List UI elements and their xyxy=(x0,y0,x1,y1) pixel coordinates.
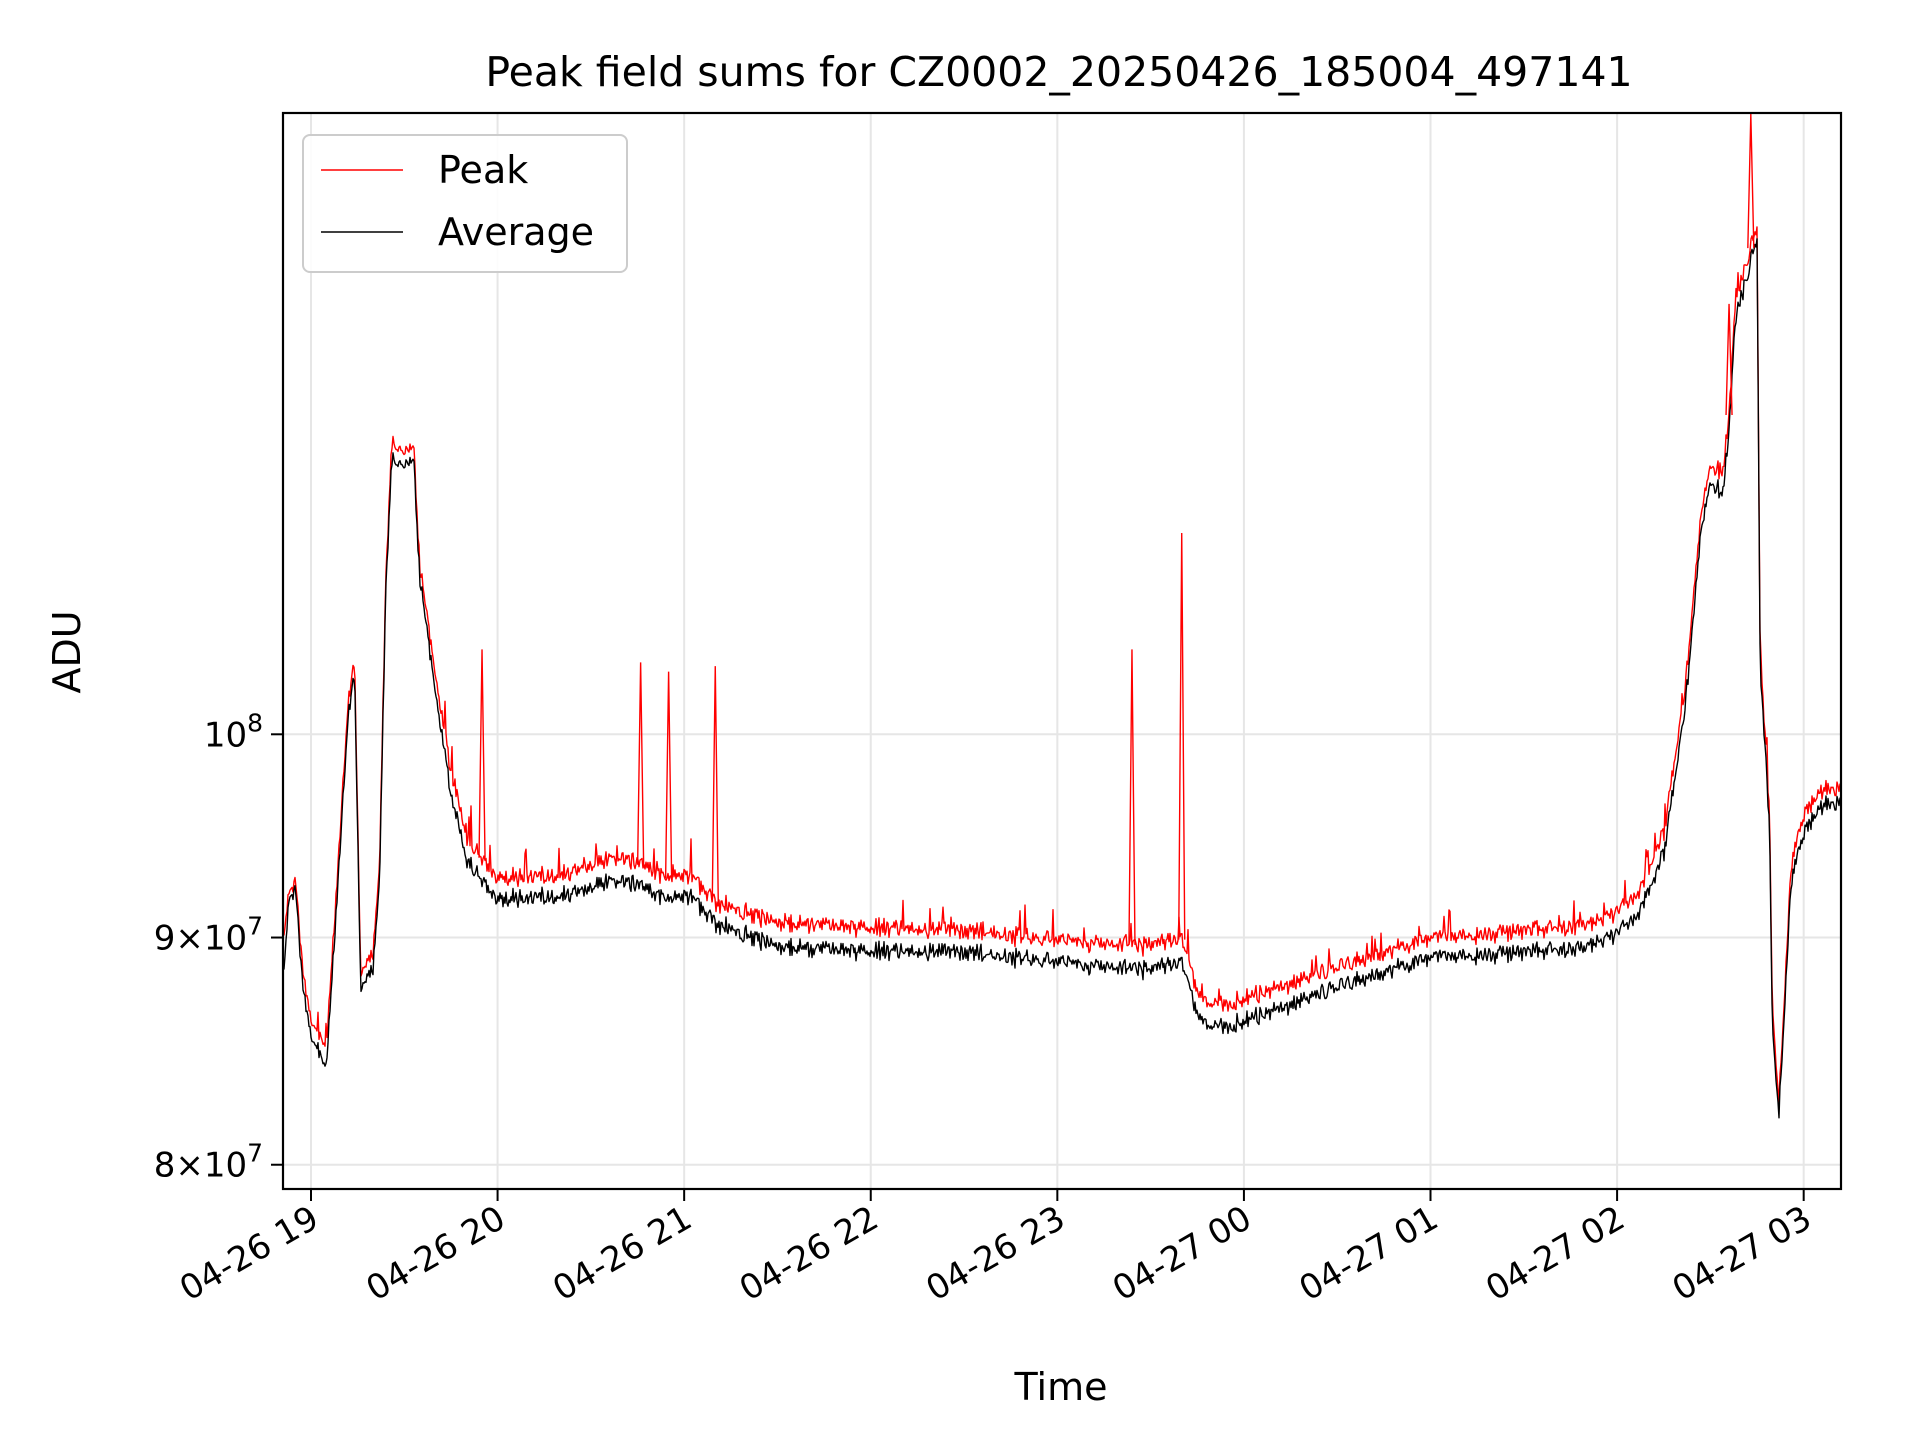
peak-spike xyxy=(1178,532,1186,940)
y-axis: 8×107 9×107 108 xyxy=(154,708,283,1186)
legend-label-peak: Peak xyxy=(438,148,528,192)
y-tick-label: 108 xyxy=(204,708,263,755)
peak-spike xyxy=(478,649,486,858)
x-axis-label: Time xyxy=(1014,1365,1108,1409)
legend-label-average: Average xyxy=(438,210,594,254)
axes-frame xyxy=(281,111,1843,1191)
peak-spike xyxy=(664,671,673,879)
peak-spike xyxy=(711,666,719,902)
grid xyxy=(283,113,1841,1189)
series-line-average xyxy=(282,238,1842,1119)
plot-area xyxy=(282,113,1842,1119)
peak-spike xyxy=(636,662,645,865)
y-axis-label: ADU xyxy=(45,610,89,693)
y-tick-label: 8×107 xyxy=(154,1139,263,1186)
chart-title: Peak field sums for CZ0002_20250426_1850… xyxy=(485,48,1632,96)
peak-spike xyxy=(1128,649,1136,945)
peak-spike xyxy=(1725,303,1733,416)
series-line-peak xyxy=(282,226,1842,1107)
y-tick-label: 9×107 xyxy=(154,912,263,959)
legend: Peak Average xyxy=(302,134,628,273)
